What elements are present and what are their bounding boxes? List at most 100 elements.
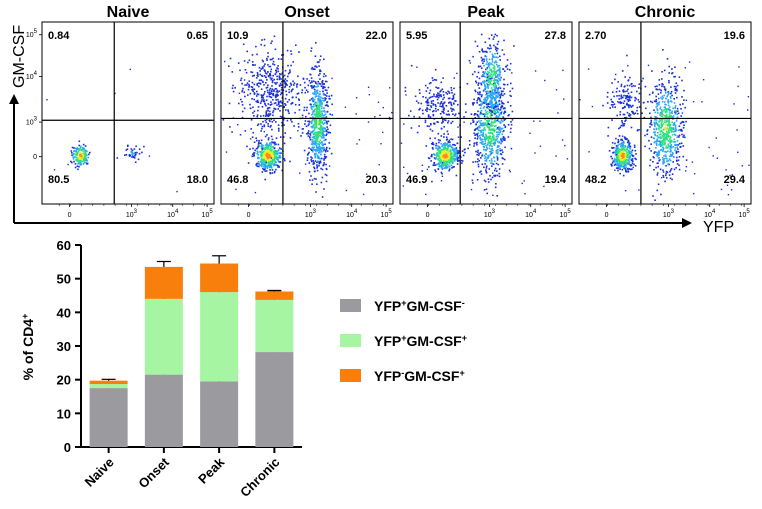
flow-event-dot: [311, 80, 313, 82]
flow-event-dot: [440, 101, 443, 103]
flow-event-dot: [489, 50, 491, 53]
flow-event-dot: [432, 143, 435, 146]
flow-event-dot: [83, 148, 85, 151]
flow-event-dot: [661, 100, 664, 103]
flow-event-dot: [628, 161, 631, 163]
flow-event-dot: [324, 143, 326, 145]
flow-event-dot: [622, 125, 624, 127]
flow-event-dot: [443, 96, 445, 99]
flow-event-dot: [325, 119, 327, 122]
flow-event-dot: [291, 121, 293, 123]
flow-event-dot: [450, 87, 452, 89]
flow-event-dot: [657, 183, 660, 186]
flow-event-dot: [664, 143, 666, 145]
flow-event-dot: [509, 131, 512, 133]
flow-event-dot: [647, 101, 649, 103]
flow-event-dot: [495, 56, 497, 59]
flow-event-dot: [313, 125, 315, 128]
flow-event-dot: [259, 142, 261, 145]
flow-event-dot: [510, 147, 513, 150]
flow-event-dot: [492, 104, 495, 107]
flow-event-dot: [657, 124, 659, 127]
flow-event-dot: [445, 91, 447, 94]
flow-event-dot: [271, 169, 274, 171]
flow-event-dot: [497, 126, 500, 128]
flow-event-dot: [455, 157, 458, 159]
flow-event-dot: [71, 152, 73, 154]
flow-event-dot: [483, 143, 485, 146]
flow-event-dot: [664, 132, 666, 135]
flow-event-dot: [491, 176, 494, 179]
flow-event-dot: [453, 154, 456, 156]
flow-event-dot: [490, 110, 492, 112]
flow-event-dot: [461, 160, 464, 162]
flow-event-dot: [489, 143, 492, 146]
flow-event-dot: [313, 108, 316, 111]
flow-event-dot: [432, 103, 435, 105]
flow-event-dot: [491, 114, 493, 117]
flow-event-dot: [314, 89, 316, 91]
flow-event-dot: [486, 51, 488, 53]
flow-event-dot: [270, 101, 272, 103]
flow-event-dot: [477, 65, 480, 68]
flow-event-dot: [446, 157, 449, 160]
flow-event-dot: [702, 79, 705, 81]
flow-event-dot: [485, 55, 488, 58]
flow-event-dot: [664, 139, 666, 142]
flow-event-dot: [258, 85, 260, 88]
flow-event-dot: [665, 165, 667, 167]
flow-event-dot: [314, 170, 316, 173]
flow-event-dot: [620, 158, 622, 161]
flow-event-dot: [265, 161, 267, 164]
flow-event-dot: [612, 160, 615, 162]
flow-event-dot: [656, 103, 658, 105]
flow-event-dot: [497, 65, 499, 67]
flow-event-dot: [443, 102, 445, 104]
flow-event-dot: [664, 180, 666, 183]
flow-event-dot: [472, 55, 474, 58]
flow-event-dot: [260, 155, 263, 158]
flow-event-dot: [318, 74, 320, 77]
flow-event-dot: [264, 159, 266, 161]
flow-event-dot: [78, 144, 80, 147]
flow-event-dot: [268, 65, 270, 68]
flow-event-dot: [627, 149, 630, 152]
flow-event-dot: [482, 107, 485, 109]
flow-event-dot: [658, 126, 661, 129]
flow-event-dot: [668, 106, 671, 108]
flow-event-dot: [270, 162, 273, 165]
flow-event-dot: [426, 125, 429, 127]
flow-event-dot: [666, 108, 669, 110]
flow-event-dot: [622, 113, 625, 116]
flow-event-dot: [474, 134, 476, 136]
flow-event-dot: [323, 163, 325, 166]
flow-event-dot: [489, 96, 491, 98]
flow-event-dot: [321, 121, 324, 123]
flow-event-dot: [622, 90, 624, 92]
flow-event-dot: [500, 94, 503, 96]
flow-event-dot: [276, 95, 279, 97]
flow-event-dot: [627, 65, 629, 67]
flow-event-dot: [491, 122, 493, 124]
flow-event-dot: [427, 157, 430, 159]
flow-event-dot: [438, 146, 441, 149]
flow-event-dot: [81, 148, 84, 150]
flow-event-dot: [457, 156, 459, 159]
flow-event-dot: [539, 120, 541, 122]
flow-event-dot: [250, 86, 253, 88]
flow-event-dot: [421, 164, 424, 166]
flow-event-dot: [344, 106, 347, 108]
flow-event-dot: [486, 78, 489, 80]
flow-event-dot: [266, 156, 268, 159]
flow-event-dot: [491, 140, 493, 142]
flow-event-dot: [440, 135, 443, 137]
flow-event-dot: [266, 57, 268, 60]
flow-event-dot: [286, 101, 289, 103]
flow-event-dot: [264, 170, 266, 172]
flow-event-dot: [321, 81, 323, 83]
flow-event-dot: [277, 165, 280, 167]
flow-event-dot: [318, 82, 321, 85]
flow-event-dot: [616, 152, 619, 154]
flow-event-dot: [450, 157, 453, 160]
flow-event-dot: [671, 68, 673, 70]
